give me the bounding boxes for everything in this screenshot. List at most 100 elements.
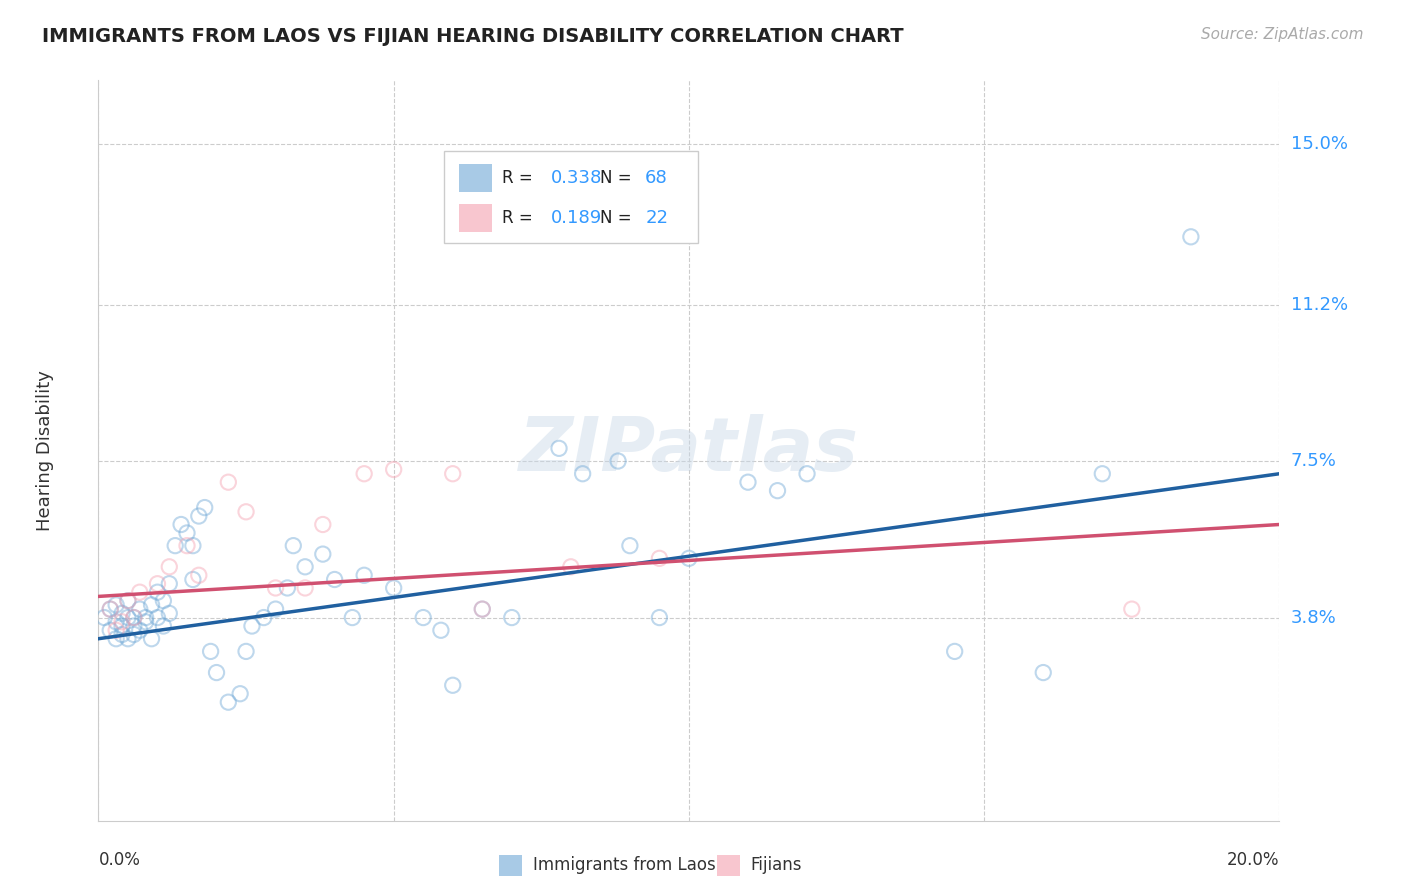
Point [1032, 665, 1054, 680]
Point [382, 581, 405, 595]
Point [560, 559, 582, 574]
Point [117, 593, 139, 607]
Point [276, 581, 298, 595]
Point [217, 475, 239, 490]
Point [1180, 229, 1202, 244]
Point [117, 610, 139, 624]
Text: Immigrants from Laos: Immigrants from Laos [533, 856, 716, 874]
Point [128, 585, 150, 599]
Point [146, 610, 169, 624]
Point [323, 573, 346, 587]
Point [157, 576, 180, 591]
Point [501, 610, 523, 624]
Point [122, 627, 145, 641]
Text: 0.189: 0.189 [551, 209, 602, 227]
Point [648, 551, 671, 566]
Point [471, 602, 494, 616]
Point [141, 598, 163, 612]
Point [441, 467, 464, 481]
Point [111, 627, 134, 641]
Point [105, 632, 128, 646]
Text: 3.8%: 3.8% [1291, 608, 1336, 626]
Text: N =: N = [600, 209, 637, 227]
Point [441, 678, 464, 692]
FancyBboxPatch shape [458, 164, 492, 192]
Text: 22: 22 [645, 209, 668, 227]
Point [187, 509, 209, 524]
Point [141, 632, 163, 646]
Point [117, 593, 139, 607]
Point [157, 607, 180, 621]
Point [796, 467, 818, 481]
Point [98, 602, 121, 616]
Point [98, 624, 121, 638]
Point [264, 602, 287, 616]
Point [165, 539, 187, 553]
Text: 0.0%: 0.0% [98, 851, 141, 869]
Point [170, 517, 193, 532]
Point [471, 602, 494, 616]
Point [135, 615, 157, 629]
Point [105, 624, 128, 638]
Point [181, 573, 204, 587]
Point [157, 559, 180, 574]
Point [111, 607, 134, 621]
Text: R =: R = [502, 209, 538, 227]
Point [430, 624, 453, 638]
Point [283, 539, 305, 553]
Point [105, 598, 128, 612]
Point [312, 517, 335, 532]
Point [548, 442, 571, 456]
Point [122, 619, 145, 633]
FancyBboxPatch shape [458, 204, 492, 232]
Point [98, 602, 121, 616]
Point [200, 644, 222, 658]
Point [737, 475, 759, 490]
Point [294, 559, 316, 574]
Point [229, 687, 252, 701]
Text: IMMIGRANTS FROM LAOS VS FIJIAN HEARING DISABILITY CORRELATION CHART: IMMIGRANTS FROM LAOS VS FIJIAN HEARING D… [42, 27, 904, 45]
Text: 68: 68 [645, 169, 668, 187]
Point [571, 467, 593, 481]
Point [152, 619, 174, 633]
Point [353, 467, 375, 481]
Point [128, 624, 150, 638]
Text: ZIPatlas: ZIPatlas [519, 414, 859, 487]
Point [235, 644, 257, 658]
Point [122, 610, 145, 624]
Text: Source: ZipAtlas.com: Source: ZipAtlas.com [1201, 27, 1364, 42]
FancyBboxPatch shape [444, 151, 699, 244]
Point [122, 610, 145, 624]
Point [181, 539, 204, 553]
Point [678, 551, 700, 566]
Point [648, 610, 671, 624]
Point [176, 525, 198, 540]
Point [607, 454, 630, 468]
Text: 7.5%: 7.5% [1291, 452, 1337, 470]
Point [766, 483, 789, 498]
Point [412, 610, 434, 624]
Point [240, 619, 263, 633]
Point [146, 576, 169, 591]
Text: Hearing Disability: Hearing Disability [37, 370, 55, 531]
Point [187, 568, 209, 582]
Point [105, 615, 128, 629]
Point [1121, 602, 1143, 616]
Text: R =: R = [502, 169, 538, 187]
Point [152, 593, 174, 607]
Point [176, 539, 198, 553]
Point [619, 539, 641, 553]
Text: Fijians: Fijians [751, 856, 803, 874]
Point [253, 610, 276, 624]
Point [342, 610, 364, 624]
Point [217, 695, 239, 709]
Point [312, 547, 335, 561]
Text: 11.2%: 11.2% [1291, 295, 1348, 313]
Text: 20.0%: 20.0% [1227, 851, 1279, 869]
Point [111, 619, 134, 633]
Point [943, 644, 966, 658]
Point [128, 602, 150, 616]
Point [117, 632, 139, 646]
Text: N =: N = [600, 169, 637, 187]
Point [111, 615, 134, 629]
